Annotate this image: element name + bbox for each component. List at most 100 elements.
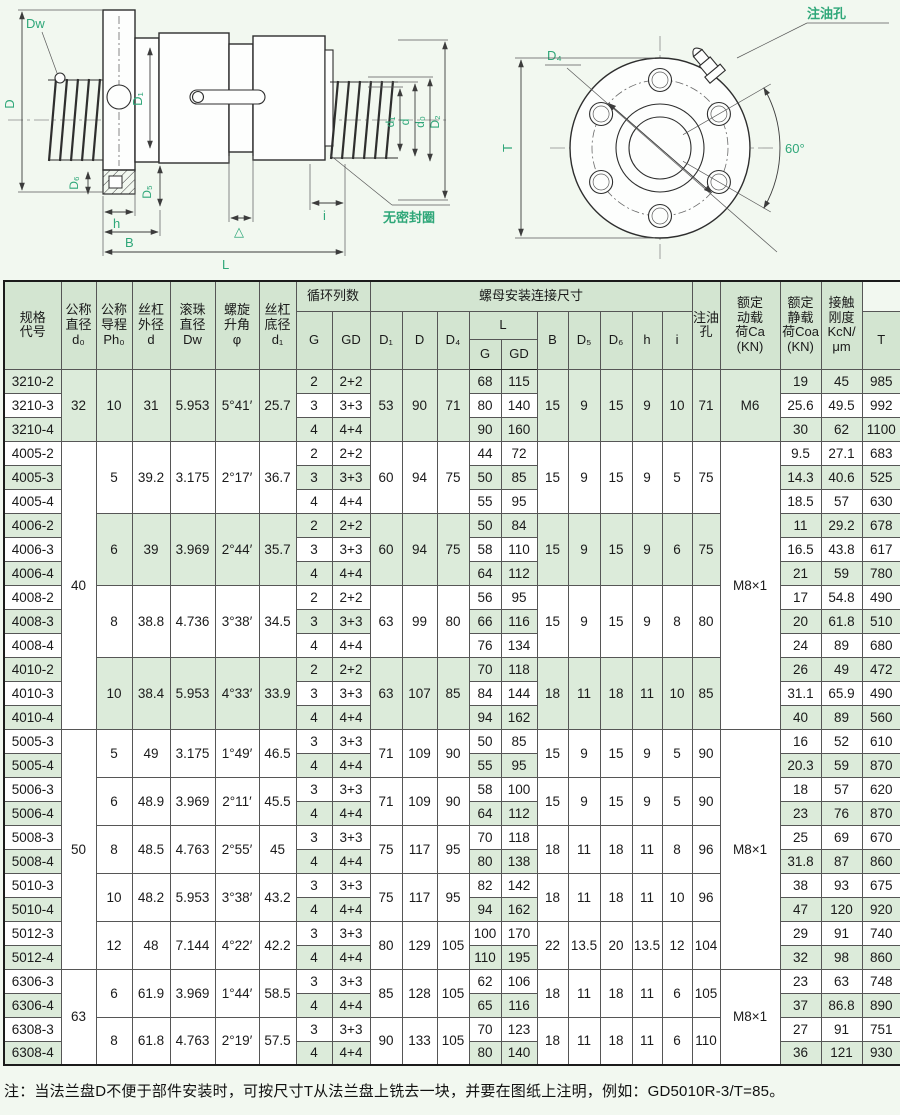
table-cell: 116: [500, 608, 538, 634]
table-cell: 80: [436, 584, 470, 658]
table-cell: 95: [500, 752, 538, 778]
table-cell: 133: [401, 1016, 438, 1066]
table-cell: 11: [631, 824, 663, 874]
table-cell: 9: [567, 728, 601, 778]
table-cell: 3: [295, 680, 333, 706]
spec-code-cell: 5012-3: [3, 920, 62, 946]
header-screw-od: 丝杠 外径 d: [131, 280, 171, 370]
table-cell: 3: [295, 776, 333, 802]
table-row: 3210-2 32 10 31 5.953 5°41′ 25.7 2 2+2 53 90 71 68 11…: [3, 368, 900, 442]
header-helix-angle: 螺旋 升角 φ: [214, 280, 260, 370]
table-cell: 15: [599, 776, 633, 826]
table-cell: 55: [468, 752, 502, 778]
table-cell: 68: [468, 368, 502, 394]
table-cell: 38.4: [131, 656, 171, 730]
table-cell: 43.2: [258, 872, 297, 922]
table-cell: 58: [468, 536, 502, 562]
d4-label: D₄: [547, 48, 562, 63]
table-row: 4006-4 4 4+4 64 112 21 59 780: [3, 560, 900, 586]
table-cell: 64: [468, 800, 502, 826]
dim-label-D1: D₁: [130, 92, 145, 106]
table-cell: 3+3: [331, 968, 371, 994]
table-cell: 71: [369, 728, 403, 778]
spec-code-cell: 6306-3: [3, 968, 62, 994]
table-cell: 5: [95, 440, 133, 514]
header-nominal-diameter: 公称 直径 d₀: [60, 280, 97, 370]
table-cell: 40.6: [820, 464, 863, 490]
table-cell: 610: [861, 728, 900, 754]
dim-label-Dw: Dw: [26, 16, 45, 31]
table-cell: 780: [861, 560, 900, 586]
table-cell: 8: [661, 584, 693, 658]
table-cell: 50: [60, 728, 97, 970]
header-B: B: [536, 310, 569, 370]
table-cell: 40: [60, 440, 97, 730]
table-cell: 6: [95, 968, 133, 1018]
table-cell: 4+4: [331, 1040, 371, 1066]
table-cell: 15: [536, 512, 569, 586]
table-cell: 61.8: [131, 1016, 171, 1066]
table-cell: 90: [468, 416, 502, 442]
table-cell: 5: [95, 728, 133, 778]
table-cell: 890: [861, 992, 900, 1018]
angle-60-label: 60°: [785, 141, 805, 156]
table-row: 6308-3 8 61.8 4.763 2°19′ 57.5 3 3+3 90 133 105 70 1…: [3, 1016, 900, 1066]
table-cell: 100: [468, 920, 502, 946]
header-ball-diameter: 滚珠 直径 Dw: [169, 280, 216, 370]
table-cell: 16: [779, 728, 822, 754]
table-cell: 162: [500, 704, 538, 730]
table-cell: 4.763: [169, 824, 216, 874]
table-cell: 12: [95, 920, 133, 970]
table-cell: 4+4: [331, 848, 371, 874]
table-cell: 65: [468, 992, 502, 1018]
table-cell: 678: [861, 512, 900, 538]
table-cell: 19: [779, 368, 822, 394]
table-cell: 69: [820, 824, 863, 850]
table-cell: 4.763: [169, 1016, 216, 1066]
table-cell: 32: [779, 944, 822, 970]
table-cell: 39.2: [131, 440, 171, 514]
table-cell: 38: [779, 872, 822, 898]
table-cell: 18: [599, 872, 633, 922]
table-cell: 5.953: [169, 368, 216, 442]
table-cell: 57.5: [258, 1016, 297, 1066]
spec-code-cell: 4008-2: [3, 584, 62, 610]
table-cell: 80: [468, 1040, 502, 1066]
table-cell: 2+2: [331, 368, 371, 394]
table-cell: 4: [295, 560, 333, 586]
table-cell: 4+4: [331, 800, 371, 826]
header-g: G: [295, 310, 333, 370]
header-nominal-lead: 公称 导程 Ph₀: [95, 280, 133, 370]
table-cell: 18: [599, 824, 633, 874]
table-cell: 90: [436, 728, 470, 778]
table-cell: 3+3: [331, 680, 371, 706]
left-screw-thread: [47, 72, 104, 162]
table-cell: 15: [536, 440, 569, 514]
table-row: 5006-4 4 4+4 64 112 23 76 870: [3, 800, 900, 826]
dim-label-L: L: [222, 257, 229, 272]
table-cell: 9: [567, 776, 601, 826]
table-cell: 751: [861, 1016, 900, 1042]
table-cell: 84: [468, 680, 502, 706]
table-cell: 94: [401, 512, 438, 586]
table-cell: 90: [369, 1016, 403, 1066]
table-cell: 112: [500, 560, 538, 586]
table-cell: 3+3: [331, 824, 371, 850]
table-cell: 2°11′: [214, 776, 260, 826]
table-cell: 35.7: [258, 512, 297, 586]
spec-code-cell: 5005-3: [3, 728, 62, 754]
table-cell: 9: [631, 440, 663, 514]
table-cell: 2+2: [331, 512, 371, 538]
table-cell: 620: [861, 776, 900, 802]
table-cell: 50: [468, 464, 502, 490]
header-dynamic-load: 额定 动载 荷Ca (KN): [719, 280, 781, 370]
table-cell: 195: [500, 944, 538, 970]
table-cell: M6: [719, 368, 781, 442]
table-cell: 64: [468, 560, 502, 586]
table-row: 5012-4 4 4+4 110 195 32 98 860: [3, 944, 900, 970]
table-cell: 94: [468, 896, 502, 922]
table-cell: 106: [500, 968, 538, 994]
spec-code-cell: 4008-4: [3, 632, 62, 658]
table-cell: 8: [661, 824, 693, 874]
table-cell: 5.953: [169, 872, 216, 922]
